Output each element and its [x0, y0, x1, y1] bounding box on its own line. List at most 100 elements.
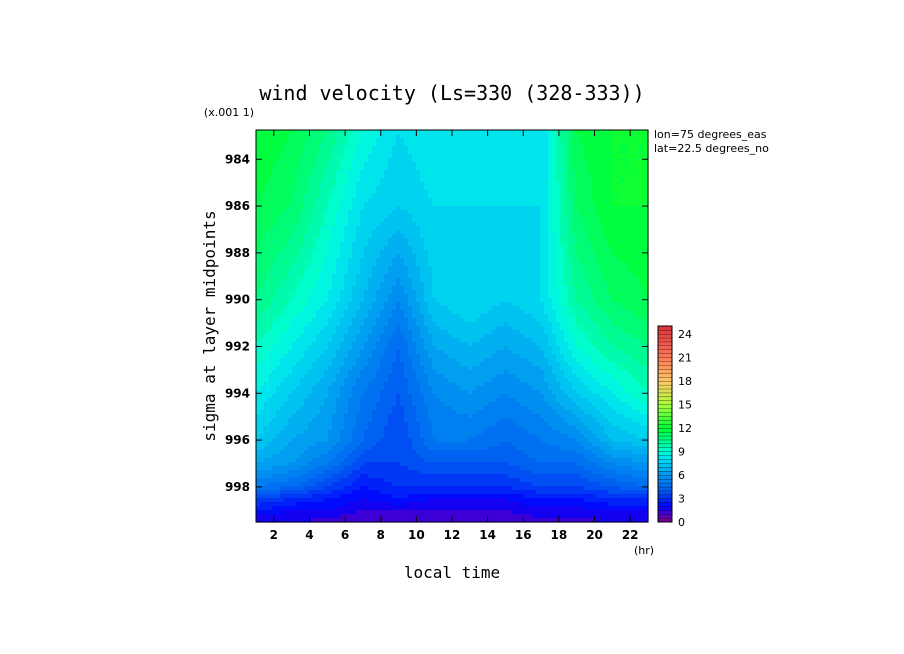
contour-cell — [368, 198, 373, 203]
contour-cell — [444, 258, 449, 263]
contour-cell — [484, 158, 489, 163]
contour-cell — [596, 230, 601, 235]
contour-cell — [276, 182, 281, 187]
contour-cell — [536, 206, 541, 211]
contour-cell — [488, 142, 493, 147]
contour-cell — [524, 298, 529, 303]
contour-cell — [492, 142, 497, 147]
contour-cell — [556, 246, 561, 251]
contour-cell — [344, 218, 349, 223]
contour-cell — [612, 290, 617, 295]
contour-cell — [396, 150, 401, 155]
contour-cell — [428, 242, 433, 247]
contour-cell — [316, 166, 321, 171]
contour-cell — [460, 202, 465, 207]
contour-cell — [288, 226, 293, 231]
contour-cell — [528, 238, 533, 243]
contour-cell — [548, 194, 553, 199]
contour-cell — [580, 238, 585, 243]
contour-cell — [488, 170, 493, 175]
contour-cell — [512, 238, 517, 243]
contour-cell — [256, 290, 261, 295]
contour-cell — [328, 130, 333, 135]
contour-cell — [540, 294, 545, 299]
contour-cell — [432, 238, 437, 243]
contour-cell — [408, 198, 413, 203]
contour-cell — [344, 158, 349, 163]
contour-cell — [428, 306, 433, 311]
contour-cell — [580, 158, 585, 163]
contour-cell — [644, 206, 649, 211]
contour-cell — [480, 330, 485, 335]
contour-cell — [316, 150, 321, 155]
contour-cell — [436, 130, 441, 135]
contour-cell — [348, 282, 353, 287]
contour-cell — [468, 302, 473, 307]
contour-cell — [496, 262, 501, 267]
contour-cell — [468, 202, 473, 207]
contour-cell — [308, 154, 313, 159]
contour-cell — [308, 190, 313, 195]
contour-cell — [296, 150, 301, 155]
contour-cell — [448, 314, 453, 319]
contour-cell — [380, 166, 385, 171]
contour-cell — [448, 278, 453, 283]
contour-cell — [500, 258, 505, 263]
contour-cell — [276, 242, 281, 247]
contour-cell — [588, 266, 593, 271]
contour-cell — [484, 302, 489, 307]
contour-cell — [568, 202, 573, 207]
contour-cell — [612, 174, 617, 179]
contour-cell — [332, 326, 337, 331]
contour-cell — [556, 326, 561, 331]
contour-cell — [444, 274, 449, 279]
contour-cell — [624, 310, 629, 315]
contour-cell — [512, 190, 517, 195]
contour-cell — [500, 186, 505, 191]
contour-cell — [512, 246, 517, 251]
contour-cell — [500, 286, 505, 291]
contour-cell — [472, 242, 477, 247]
contour-cell — [348, 254, 353, 259]
contour-cell — [400, 146, 405, 151]
contour-cell — [264, 178, 269, 183]
contour-cell — [424, 150, 429, 155]
contour-cell — [328, 254, 333, 259]
contour-cell — [292, 306, 297, 311]
contour-cell — [572, 294, 577, 299]
contour-cell — [520, 226, 525, 231]
contour-cell — [372, 150, 377, 155]
contour-cell — [308, 146, 313, 151]
contour-cell — [272, 254, 277, 259]
contour-cell — [528, 250, 533, 255]
contour-cell — [444, 190, 449, 195]
contour-cell — [356, 170, 361, 175]
contour-cell — [428, 246, 433, 251]
contour-cell — [352, 194, 357, 199]
contour-cell — [264, 250, 269, 255]
contour-cell — [464, 158, 469, 163]
contour-cell — [348, 274, 353, 279]
contour-cell — [408, 322, 413, 327]
contour-cell — [276, 198, 281, 203]
contour-cell — [484, 190, 489, 195]
contour-cell — [396, 246, 401, 251]
contour-cell — [276, 154, 281, 159]
contour-cell — [448, 234, 453, 239]
contour-cell — [464, 166, 469, 171]
contour-cell — [608, 274, 613, 279]
contour-cell — [628, 194, 633, 199]
contour-cell — [416, 286, 421, 291]
contour-cell — [468, 290, 473, 295]
contour-cell — [464, 154, 469, 159]
contour-cell — [620, 158, 625, 163]
contour-cell — [348, 314, 353, 319]
contour-cell — [540, 250, 545, 255]
contour-cell — [588, 218, 593, 223]
contour-cell — [464, 186, 469, 191]
contour-cell — [320, 306, 325, 311]
contour-cell — [540, 198, 545, 203]
contour-cell — [628, 210, 633, 215]
contour-cell — [616, 178, 621, 183]
contour-cell — [324, 250, 329, 255]
